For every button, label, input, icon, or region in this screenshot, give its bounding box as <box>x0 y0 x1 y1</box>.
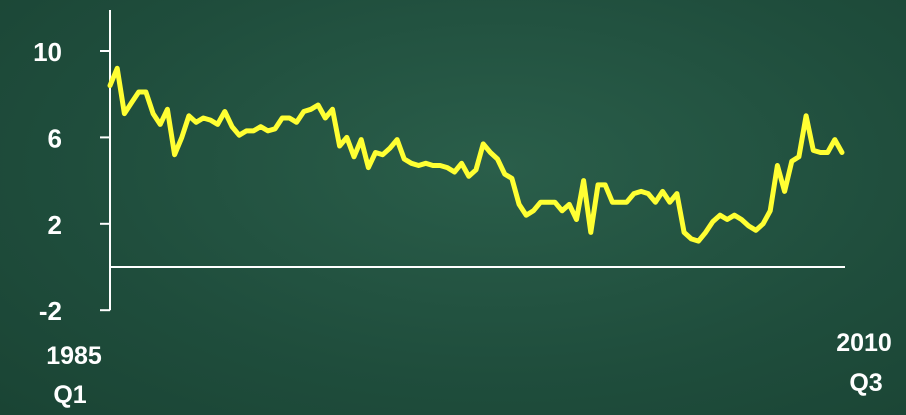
x-end-year-label: 2010 <box>836 329 892 357</box>
y-tick-label: 10 <box>33 37 62 67</box>
series-layer <box>107 65 845 244</box>
x-start-quarter-label: Q1 <box>53 381 86 409</box>
y-axis-ticks: 10 6 2 -2 <box>33 37 110 326</box>
y-tick-label: -2 <box>39 296 62 326</box>
y-tick-label: 6 <box>48 123 62 153</box>
x-start-year-label: 1985 <box>46 342 102 370</box>
y-tick-label: 2 <box>48 210 62 240</box>
axes <box>109 10 845 311</box>
x-end-quarter-label: Q3 <box>849 369 882 397</box>
x-axis-labels: 1985 Q1 2010 Q3 <box>46 329 892 409</box>
series-line-0 <box>107 65 845 244</box>
